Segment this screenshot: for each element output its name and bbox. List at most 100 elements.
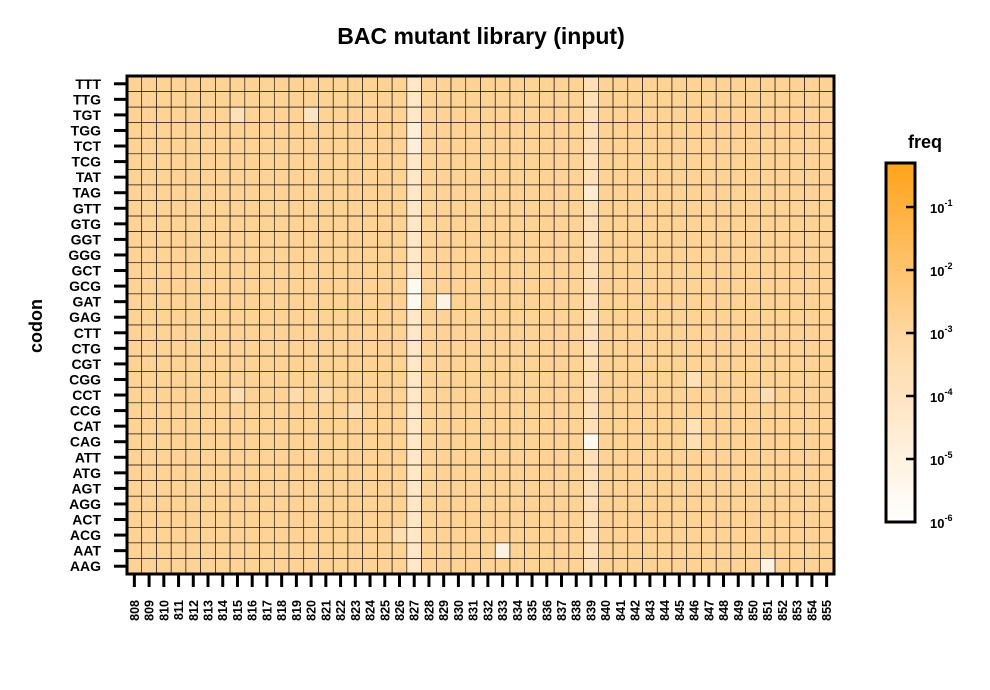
heatmap-cell (715, 106, 732, 123)
heatmap-cell (789, 246, 805, 264)
heatmap-cell (686, 184, 702, 201)
heatmap-cell (789, 542, 805, 559)
y-tick-label: CAT (73, 418, 101, 434)
heatmap-cell (568, 309, 584, 326)
heatmap-cell (760, 262, 776, 279)
heatmap-cell (229, 262, 246, 279)
heatmap-cell (509, 309, 525, 326)
heatmap-cell (450, 418, 467, 435)
heatmap-cell (568, 340, 584, 357)
heatmap-cell (598, 355, 614, 372)
heatmap-cell (539, 355, 555, 372)
heatmap-cell (465, 200, 481, 217)
heatmap-cell (627, 262, 643, 279)
heatmap-cell (686, 480, 702, 497)
heatmap-cell (774, 153, 791, 170)
heatmap-cell (185, 200, 201, 217)
heatmap-cell (450, 340, 467, 357)
heatmap-cell (406, 215, 422, 232)
heatmap-cell (273, 464, 290, 481)
x-tick-label: 854 (805, 600, 819, 621)
heatmap-cell (480, 340, 496, 357)
heatmap-cell (553, 355, 570, 372)
heatmap-cell (421, 184, 437, 201)
heatmap-cell (539, 309, 555, 326)
heatmap-cell (421, 153, 437, 170)
heatmap-cell (642, 340, 658, 357)
heatmap-cell (553, 184, 570, 201)
heatmap-cell (244, 231, 260, 248)
heatmap-cell (391, 340, 408, 357)
heatmap-cell (686, 433, 702, 450)
heatmap-cell (303, 262, 319, 279)
heatmap-cell (509, 324, 525, 341)
y-tick-label: GAT (72, 294, 101, 310)
heatmap-cell (273, 293, 290, 310)
heatmap-cell (332, 324, 349, 341)
heatmap-cell (480, 324, 496, 341)
heatmap-cell (701, 231, 717, 248)
y-tick-label: TAT (76, 169, 102, 185)
heatmap-cell (494, 464, 511, 481)
heatmap-cell (347, 75, 363, 92)
heatmap-cell (612, 402, 629, 419)
heatmap-cell (760, 153, 776, 170)
heatmap-cell (553, 418, 570, 435)
heatmap-cell (818, 324, 835, 341)
heatmap-cell (774, 418, 791, 435)
heatmap-cell (745, 106, 761, 123)
heatmap-cell (436, 495, 452, 513)
heatmap-cell (377, 511, 393, 528)
heatmap-cell (141, 200, 157, 217)
heatmap-cell (318, 215, 334, 232)
heatmap-cell (465, 153, 481, 170)
heatmap-cell (391, 371, 408, 388)
heatmap-cell (288, 542, 305, 559)
heatmap-cell (421, 495, 437, 513)
heatmap-cell (656, 200, 673, 217)
heatmap-cell (730, 449, 746, 466)
heatmap-cell (200, 106, 216, 123)
heatmap-cell (598, 293, 614, 310)
heatmap-cell (553, 106, 570, 123)
heatmap-cell (273, 309, 290, 326)
heatmap-cell (421, 75, 437, 92)
heatmap-cell (244, 558, 260, 575)
heatmap-cell (656, 433, 673, 450)
y-tick-label: TGT (73, 107, 101, 123)
heatmap-cell (244, 262, 260, 279)
heatmap-cell (480, 495, 496, 513)
heatmap-cell (789, 184, 805, 201)
heatmap-cell (288, 246, 305, 264)
heatmap-cell (583, 433, 599, 450)
heatmap-cell (465, 355, 481, 372)
y-tick-label: CGT (71, 356, 101, 372)
heatmap-cell (391, 169, 408, 186)
heatmap-cell (377, 418, 393, 435)
heatmap-cell (215, 386, 231, 404)
heatmap-cell (804, 122, 820, 139)
colorbar-tick-label: 10-1 (930, 198, 952, 216)
x-tick-label: 838 (570, 600, 584, 621)
heatmap-cell (215, 215, 231, 232)
heatmap-cell (598, 527, 614, 544)
heatmap-cell (583, 75, 599, 92)
heatmap-cell (465, 324, 481, 341)
heatmap-cell (126, 122, 143, 139)
heatmap-cell (627, 527, 643, 544)
heatmap-cell (818, 184, 835, 201)
heatmap-cell (627, 137, 643, 155)
heatmap-cell (170, 433, 187, 450)
heatmap-cell (318, 293, 334, 310)
heatmap-cell (760, 169, 776, 186)
heatmap-cell (185, 386, 201, 404)
heatmap-cell (259, 137, 275, 155)
heatmap-cell (273, 137, 290, 155)
heatmap-cell (185, 309, 201, 326)
heatmap-cell (303, 309, 319, 326)
heatmap-cell (745, 386, 761, 404)
heatmap-cell (318, 169, 334, 186)
heatmap-cell (612, 215, 629, 232)
heatmap-cell (244, 355, 260, 372)
heatmap-cell (715, 386, 732, 404)
